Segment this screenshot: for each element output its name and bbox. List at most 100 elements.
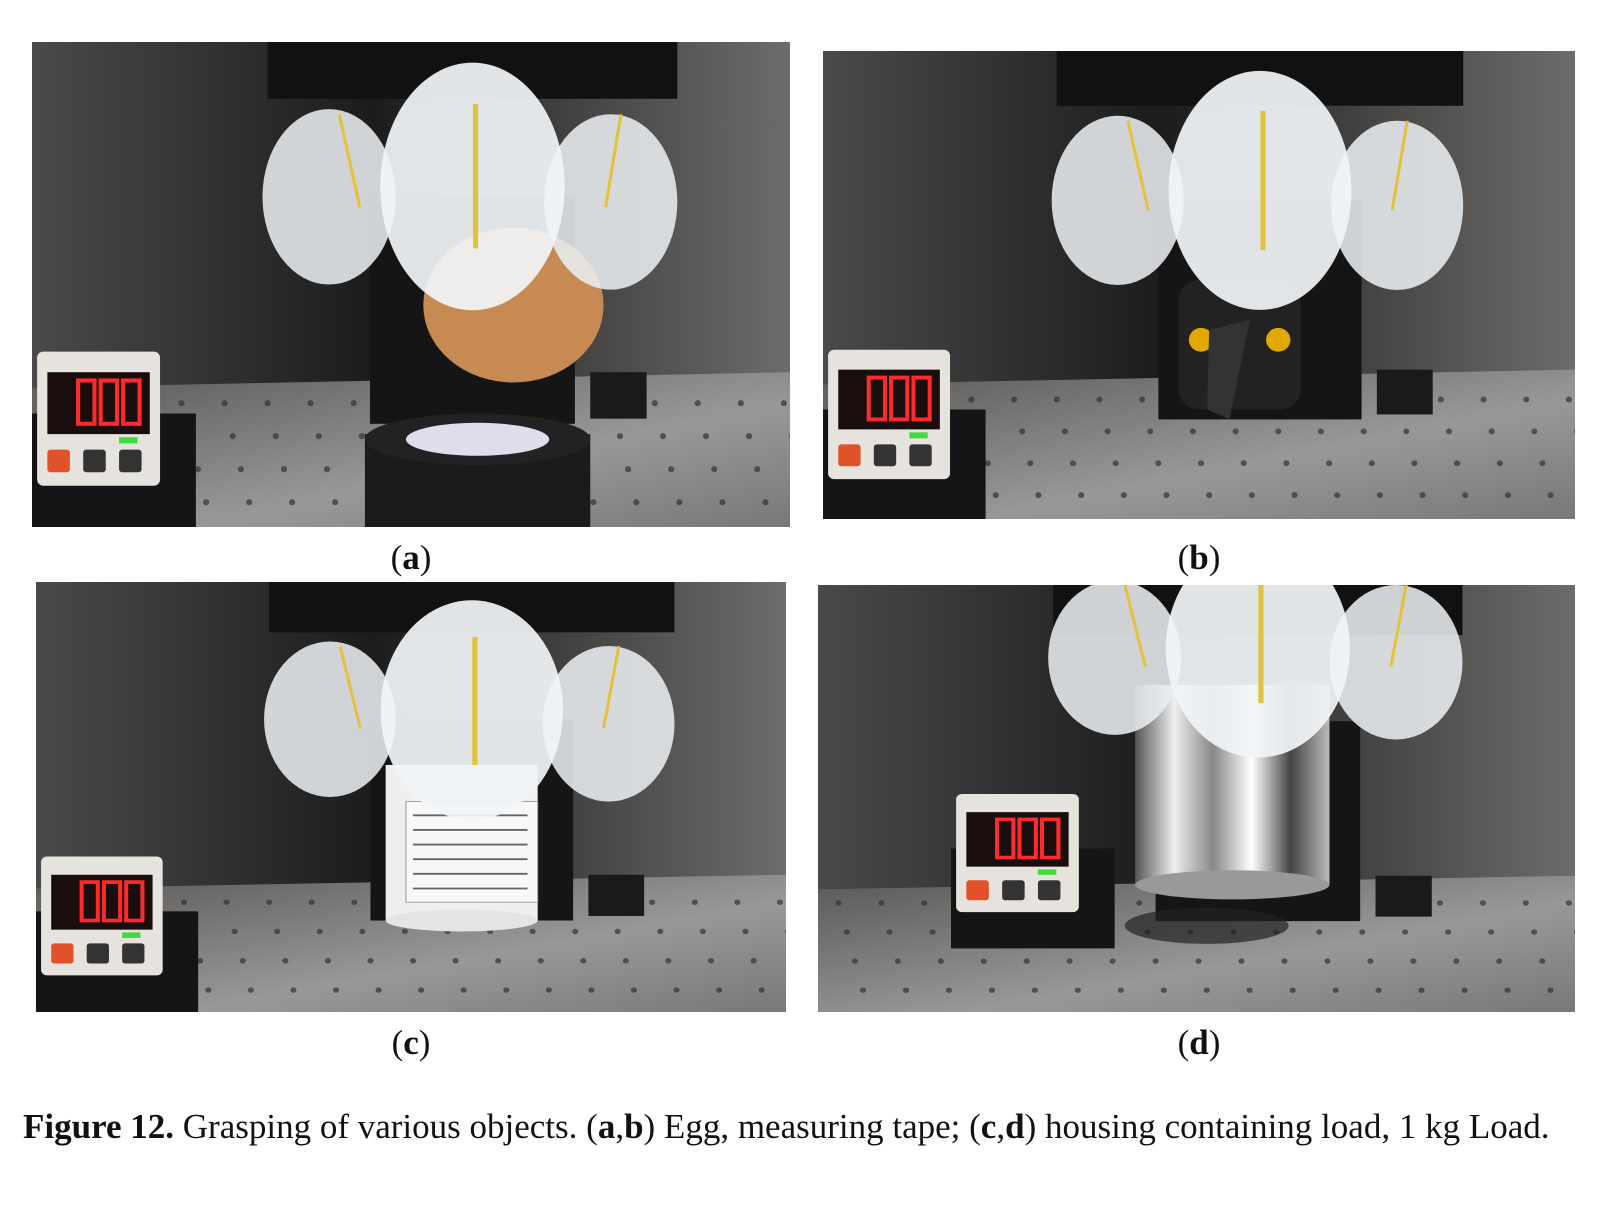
panel-label: (b) [1099, 538, 1299, 578]
table-hole [1283, 460, 1290, 467]
table-hole [264, 400, 271, 407]
table-hole [859, 987, 867, 993]
table-hole [676, 499, 683, 506]
paren: ) [1208, 538, 1221, 577]
table-hole [197, 958, 204, 964]
paren: ( [391, 1023, 404, 1062]
table-hole [1496, 958, 1503, 964]
caption-text: ) housing containing load, 1 kg Load. [1024, 1107, 1550, 1146]
bracket [590, 372, 647, 419]
table-hole [1011, 396, 1018, 403]
table-hole [1368, 460, 1375, 467]
tape-clip [1207, 319, 1250, 420]
table-hole [762, 499, 769, 506]
table-hole [716, 987, 723, 993]
table-hole [1232, 428, 1239, 435]
table-hole [332, 499, 339, 506]
table-hole [308, 899, 315, 905]
table-hole [1326, 460, 1333, 467]
table-hole [1523, 396, 1530, 403]
table-hole [894, 958, 901, 964]
table-hole [1479, 900, 1487, 906]
table-hole [1240, 460, 1247, 467]
table-hole [307, 400, 314, 407]
finger [264, 641, 396, 797]
table-hole [657, 928, 664, 935]
photo-scene [32, 42, 790, 527]
table-hole [1078, 492, 1085, 499]
table-hole [1206, 492, 1213, 499]
table-hole [788, 433, 790, 439]
table-hole [351, 899, 358, 905]
table-hole [529, 928, 536, 935]
table-hole [1547, 987, 1554, 993]
table-hole [649, 899, 656, 905]
photo-c [36, 582, 786, 1012]
table-hole [375, 987, 382, 993]
table-hole [1496, 460, 1503, 467]
table-hole [1203, 987, 1210, 993]
table-hole [780, 400, 787, 407]
letter: d [1189, 1023, 1209, 1062]
table-hole [614, 928, 621, 935]
table-hole [1418, 987, 1425, 993]
table-hole [754, 466, 761, 473]
photo-b [823, 51, 1575, 519]
gauge-button [966, 880, 989, 901]
table-hole [1112, 460, 1119, 467]
finger [542, 646, 675, 802]
table-hole [784, 929, 786, 934]
gauge-led [119, 437, 138, 444]
table-hole [699, 928, 706, 935]
table-hole [332, 987, 340, 993]
panel-label: (a) [311, 538, 511, 578]
table-hole [835, 900, 842, 906]
gauge-digit [994, 817, 1016, 860]
table-hole [691, 899, 698, 905]
table-hole [1246, 987, 1253, 993]
table-hole [1419, 492, 1426, 499]
table-hole [367, 958, 374, 964]
paren: ( [390, 538, 403, 577]
sensor-wire [1389, 585, 1408, 667]
table-hole [630, 987, 638, 993]
table-hole [1461, 987, 1468, 993]
table-hole [1359, 929, 1366, 935]
finger [1051, 115, 1184, 285]
table-hole [1410, 958, 1417, 964]
table-hole [282, 958, 289, 964]
table-hole [324, 958, 331, 964]
table-hole [1248, 492, 1255, 499]
table-hole [246, 499, 253, 506]
table-hole [659, 433, 667, 440]
table-hole [1275, 428, 1282, 435]
table-hole [1504, 987, 1511, 993]
letter: b [1189, 538, 1209, 577]
gauge-button [83, 449, 106, 473]
table-hole [537, 958, 544, 964]
bracket [1376, 369, 1433, 415]
table-hole [902, 987, 910, 993]
table-hole [1289, 987, 1296, 993]
table-hole [992, 492, 999, 499]
sensor-wire [1126, 120, 1150, 211]
photo-scene [823, 51, 1575, 519]
table-hole [1436, 900, 1444, 906]
gauge-digit [76, 378, 97, 426]
gauge-digit [98, 378, 120, 426]
table-hole [503, 987, 510, 993]
table-hole [231, 928, 238, 935]
table-hole [1462, 492, 1469, 499]
table-hole [968, 396, 975, 403]
paren: ( [1177, 1023, 1190, 1062]
gauge-led [122, 932, 141, 938]
table-hole [1565, 396, 1572, 403]
table-hole [719, 499, 726, 506]
photo-a [32, 42, 790, 527]
table-hole [323, 466, 331, 473]
table-hole [929, 929, 936, 935]
finger [262, 109, 396, 285]
sensor-wire [604, 113, 623, 208]
table-hole [745, 433, 753, 440]
table-hole [266, 899, 273, 905]
